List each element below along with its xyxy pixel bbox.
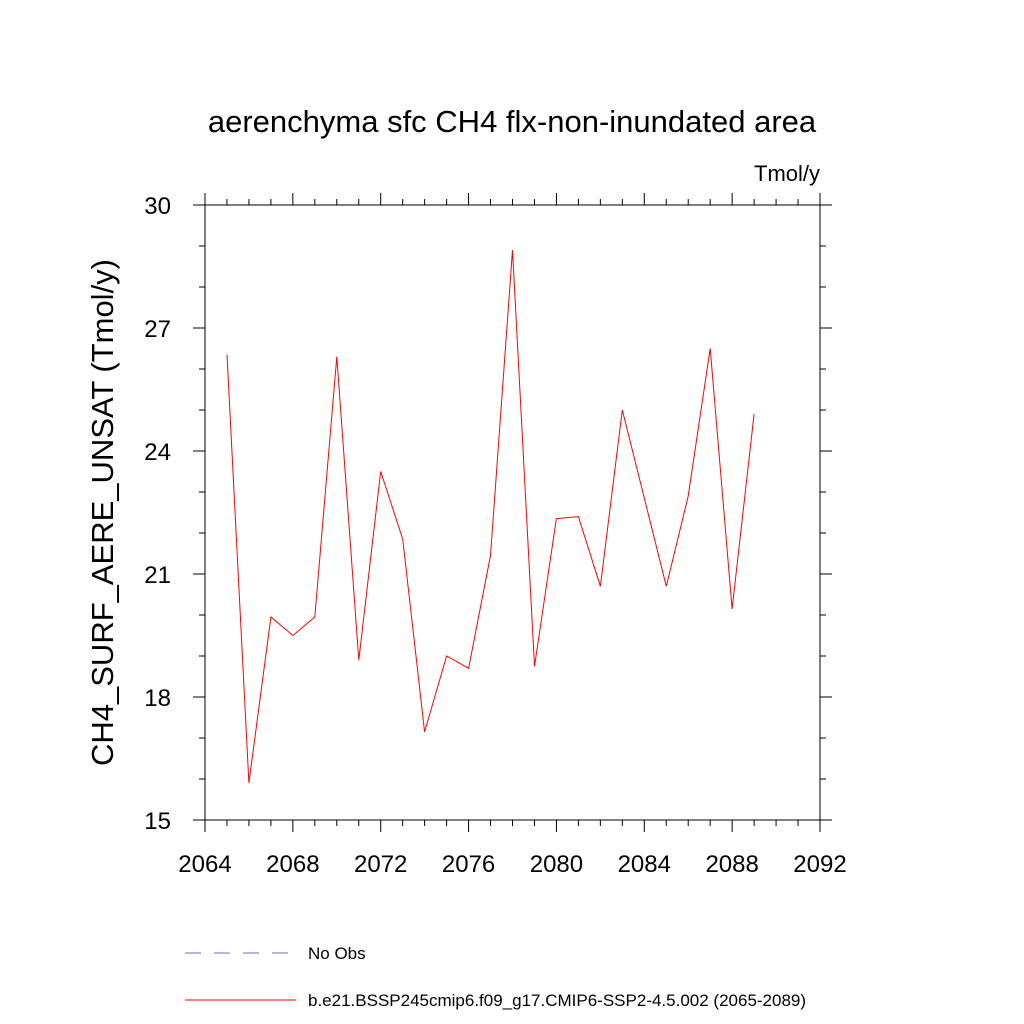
series-layer — [226, 250, 755, 784]
y-tick-label-4: 27 — [144, 316, 171, 343]
y-axis-label: CH4_SURF_AERE_UNSAT (Tmol/y) — [85, 259, 120, 766]
series-line-1 — [226, 250, 755, 784]
y-tick-label-5: 30 — [144, 193, 171, 220]
legend-label-1: b.e21.BSSP245cmip6.f09_g17.CMIP6-SSP2-4.… — [308, 991, 806, 1010]
y-tick-label-2: 21 — [144, 562, 171, 589]
y-tick-label-0: 15 — [144, 808, 171, 835]
chart-title: aerenchyma sfc CH4 flx-non-inundated are… — [208, 104, 817, 139]
units-label: Tmol/y — [754, 161, 820, 186]
legend-label-0: No Obs — [308, 944, 366, 963]
x-tick-label-5: 2084 — [618, 851, 671, 878]
x-tick-label-7: 2092 — [793, 851, 846, 878]
plot-area-frame — [204, 204, 821, 821]
x-tick-label-4: 2080 — [530, 851, 583, 878]
x-tick-label-1: 2068 — [266, 851, 319, 878]
x-tick-label-6: 2088 — [705, 851, 758, 878]
x-tick-label-0: 2064 — [178, 851, 231, 878]
legend: No Obs b.e21.BSSP245cmip6.f09_g17.CMIP6-S… — [185, 944, 806, 1010]
y-tick-label-1: 18 — [144, 685, 171, 712]
axis-ticks: 2064 2068 2072 2076 2080 2084 2088 2092 15 18 21 24… — [144, 193, 847, 878]
x-tick-label-3: 2076 — [442, 851, 495, 878]
x-tick-label-2: 2072 — [354, 851, 407, 878]
y-tick-label-3: 24 — [144, 439, 171, 466]
